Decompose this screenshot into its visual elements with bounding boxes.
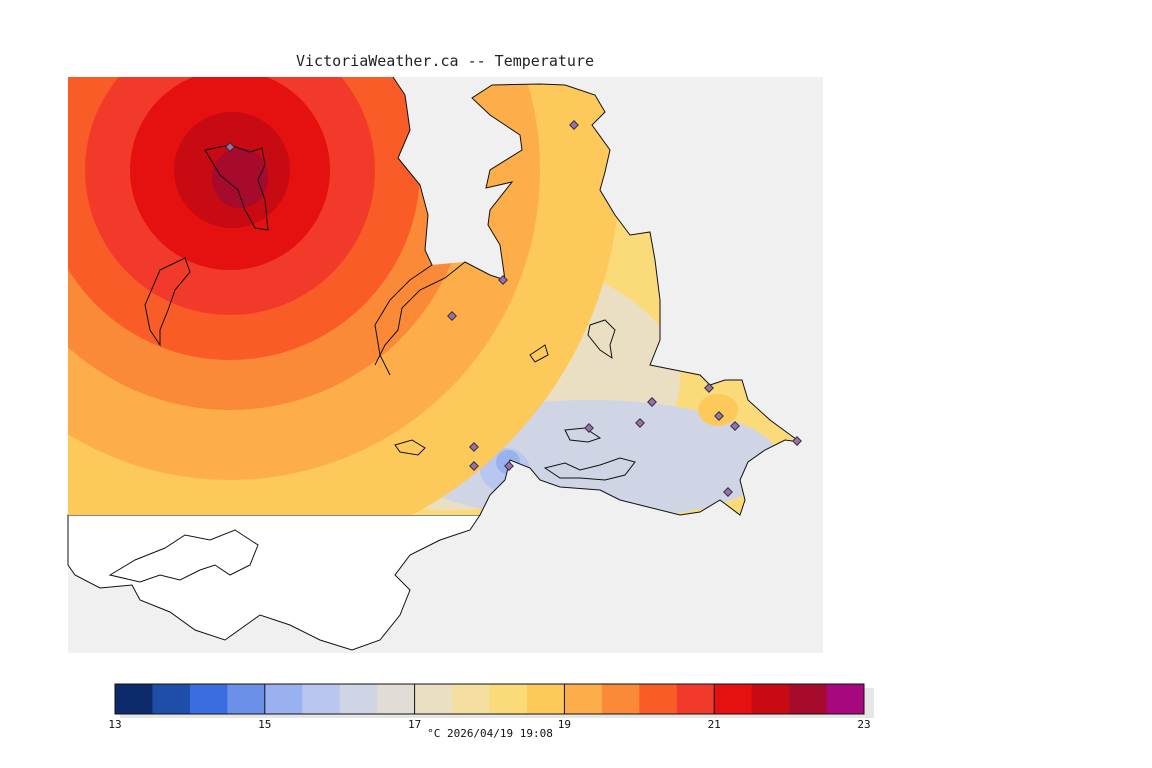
harbour-inlet-2 bbox=[564, 427, 602, 443]
station-marker[interactable] bbox=[792, 436, 802, 446]
station-marker[interactable] bbox=[498, 275, 508, 285]
coastline-main bbox=[374, 76, 433, 376]
station-marker[interactable] bbox=[504, 461, 514, 471]
color-scale-tick-label: 19 bbox=[558, 718, 571, 731]
color-scale-tick-label: 17 bbox=[408, 718, 421, 731]
color-scale-bin bbox=[302, 684, 341, 714]
color-scale-bin bbox=[152, 684, 191, 714]
station-marker[interactable] bbox=[647, 397, 657, 407]
lake-small-2 bbox=[529, 344, 549, 363]
color-scale-tick-label: 21 bbox=[708, 718, 721, 731]
map-title: VictoriaWeather.ca -- Temperature bbox=[295, 52, 594, 70]
color-scale-bin bbox=[526, 684, 565, 714]
color-scale-bin bbox=[789, 684, 828, 714]
color-scale-ticks: 13 15 17 19 21 23 bbox=[108, 718, 870, 731]
station-marker[interactable] bbox=[714, 411, 724, 421]
color-scale-bin bbox=[227, 684, 266, 714]
color-scale-bin bbox=[452, 684, 490, 714]
color-scale-bin bbox=[377, 684, 416, 714]
station-marker[interactable] bbox=[730, 421, 740, 431]
island-north bbox=[204, 144, 269, 231]
temperature-field bbox=[68, 77, 800, 515]
coastline-peninsula bbox=[471, 83, 801, 516]
station-markers bbox=[225, 120, 802, 497]
island-west bbox=[144, 257, 191, 347]
color-scale-bin bbox=[564, 684, 603, 714]
color-scale-bins bbox=[115, 684, 865, 714]
station-marker[interactable] bbox=[635, 418, 645, 428]
coastline-south-detail bbox=[108, 529, 259, 583]
units-timestamp: °C 2026/04/19 19:08 bbox=[427, 727, 553, 740]
color-scale-bin bbox=[714, 684, 753, 714]
station-marker[interactable] bbox=[704, 383, 714, 393]
station-marker[interactable] bbox=[225, 142, 235, 152]
color-scale-bin bbox=[676, 684, 715, 714]
color-scale-tick-label: 13 bbox=[108, 718, 121, 731]
color-scale-bin bbox=[751, 684, 790, 714]
harbour-inlet bbox=[543, 457, 636, 481]
station-marker[interactable] bbox=[447, 311, 457, 321]
coastline-inlet bbox=[374, 261, 506, 366]
color-scale-bin bbox=[115, 684, 153, 714]
lake-small-1 bbox=[587, 319, 616, 360]
color-scale-bin bbox=[264, 684, 303, 714]
island-south-small bbox=[394, 439, 426, 456]
color-scale-bin bbox=[639, 684, 678, 714]
color-scale-bin bbox=[489, 684, 528, 714]
color-scale-dividers bbox=[114, 684, 865, 714]
color-scale-bin bbox=[339, 684, 378, 714]
station-marker[interactable] bbox=[569, 120, 579, 130]
color-scale-bin bbox=[826, 684, 865, 714]
color-scale-tick-label: 23 bbox=[857, 718, 870, 731]
color-scale-tick-label: 15 bbox=[258, 718, 271, 731]
station-marker[interactable] bbox=[469, 442, 479, 452]
station-marker[interactable] bbox=[584, 423, 594, 433]
color-scale-bin bbox=[414, 684, 453, 714]
color-scale-bin bbox=[189, 684, 228, 714]
station-marker[interactable] bbox=[723, 487, 733, 497]
station-marker[interactable] bbox=[469, 461, 479, 471]
color-scale-bin bbox=[601, 684, 640, 714]
